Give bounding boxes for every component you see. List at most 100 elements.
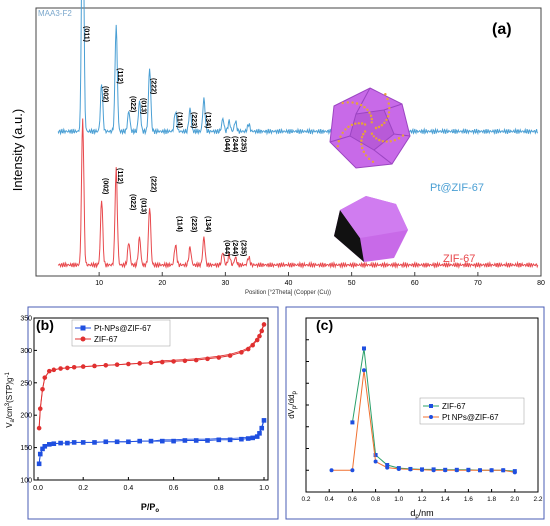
pt-dot [386,115,390,118]
data-point [512,470,517,475]
data-point [137,438,142,444]
data-point [148,360,154,366]
x-tick-label: 40 [285,280,293,287]
data-point [65,440,70,446]
panel-c-ticks: 0.2 0.4 0.6 0.8 1.0 1.2 1.4 1.6 1.8 2.0 2.2 [301,339,543,503]
data-point [205,356,210,362]
y-tick-label: 300 [20,348,32,355]
panel-b-ylabel: Va/cm3(STP)g-1 [5,372,16,428]
panel-c-series [329,346,517,475]
panel-b-xlabel: P/Po [141,502,160,514]
series-line-zif67 [57,118,539,269]
pt-dot [367,157,371,160]
pt-dot [371,160,375,163]
data-point [443,468,448,473]
data-point [408,467,413,472]
pt-dot [369,114,373,117]
data-point [257,431,262,436]
pt-dot [357,122,360,125]
pt-dot [336,145,339,148]
panel-a-label: (a) [492,21,512,38]
data-point [114,439,120,445]
panel-c-legend: ZIF-67 Pt NPs@ZIF-67 [419,397,525,425]
data-point [160,438,165,444]
data-point [193,357,199,363]
panel-c-label: (c) [316,317,333,333]
data-point [193,438,199,443]
data-point [350,468,355,473]
pt-dot [361,146,364,150]
data-point [250,435,255,441]
legend-marker [80,325,86,331]
y-tick-label: 350 [20,316,32,323]
pt-dot [360,143,363,146]
x-tick-label: 0.8 [214,485,224,492]
series-line-pt-zif67 [57,0,539,136]
x-tick-label: 1.2 [417,496,426,503]
peak-label-bottom: (114) [176,216,183,232]
pt-dot [381,140,384,143]
panel-c-outer-frame [285,306,545,520]
legend-box [419,397,525,425]
legend-label: Pt NPs@ZIF-67 [442,413,499,422]
data-point [92,363,97,369]
pt-dot [347,125,350,128]
legend-box [71,319,171,347]
data-point [126,439,131,445]
pt-dot [401,134,405,137]
peak-label-top: (114) [176,112,183,128]
x-tick-label: 0.2 [78,485,88,492]
pt-dot [364,154,368,157]
pt-dot [380,124,384,127]
pt-dot [360,122,364,125]
peak-label-top: (022) [129,96,136,112]
data-point [329,468,334,473]
data-point [103,439,109,445]
data-point [182,358,188,364]
peak-label-bottom: (244) [231,240,238,256]
data-point [489,468,494,473]
crystal-pt-zif67-icon [329,87,411,169]
data-point [250,342,255,348]
data-point [216,437,222,443]
data-point [396,466,401,471]
x-tick-label: 0.0 [33,485,43,492]
pt-dot [362,133,365,136]
data-point [171,438,176,444]
peak-label-bottom: (134) [204,216,211,232]
pt-dot [366,108,369,111]
y-tick-label: 250 [20,380,32,387]
peak-label-bottom: (235) [239,240,246,256]
data-point [71,364,77,370]
svg-text:Va/cm3(STP)g-1: Va/cm3(STP)g-1 [5,372,16,428]
panel-c-xlabel: dp/nm [410,508,433,520]
pt-dot [397,137,401,140]
panel-b-outer-frame [27,306,279,520]
x-tick-label: 10 [95,280,103,287]
peak-label-bottom: (013) [140,198,147,214]
data-point [51,367,57,373]
data-point [227,353,233,358]
pt-dot [346,101,349,104]
x-tick-label: 70 [474,280,482,287]
peak-label-top: (112) [116,68,123,84]
panel-a-ylabel: Intensity (a.u.) [10,109,25,191]
x-tick-label: 1.8 [487,496,496,503]
legend-label: ZIF-67 [442,402,466,411]
data-point [454,468,459,473]
data-point [36,425,42,431]
legend-marker [80,336,86,342]
legend-marker [429,404,433,408]
peak-label-bottom: (112) [116,168,123,184]
data-point [92,440,97,445]
data-point [126,361,131,367]
pt-dot [337,140,340,143]
peak-label-top: (013) [140,98,147,114]
panel-c-psd: (c) 0.2 0.4 0.6 0.8 1.0 1.2 1.4 1.6 1.8 2.0 2.2 dV… [285,306,545,520]
panel-a-frame [35,7,542,277]
legend-marker [429,415,433,419]
pt-dot [385,140,388,143]
data-point [36,461,42,467]
data-point [65,365,70,371]
